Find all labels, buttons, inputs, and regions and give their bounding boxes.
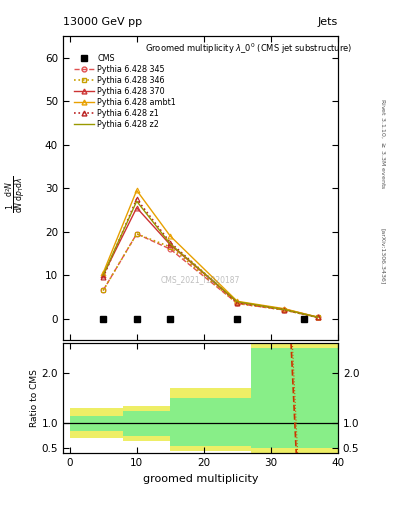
Text: Groomed multiplicity $\lambda\_0^0$ (CMS jet substructure): Groomed multiplicity $\lambda\_0^0$ (CMS… <box>145 42 353 56</box>
Text: Jets: Jets <box>318 17 338 27</box>
Legend: CMS, Pythia 6.428 345, Pythia 6.428 346, Pythia 6.428 370, Pythia 6.428 ambt1, P: CMS, Pythia 6.428 345, Pythia 6.428 346,… <box>72 52 178 131</box>
Text: Rivet 3.1.10, $\geq$ 3.3M events: Rivet 3.1.10, $\geq$ 3.3M events <box>379 98 387 189</box>
X-axis label: groomed multiplicity: groomed multiplicity <box>143 474 258 483</box>
Text: [arXiv:1306.3436]: [arXiv:1306.3436] <box>381 228 386 284</box>
Y-axis label: Ratio to CMS: Ratio to CMS <box>30 369 39 427</box>
Text: $\frac{1}{\mathrm{d}N}\frac{\mathrm{d}^2N}{\mathrm{d}p_{\mathrm{T}}\mathrm{d}\la: $\frac{1}{\mathrm{d}N}\frac{\mathrm{d}^2… <box>4 176 27 213</box>
Text: 13000 GeV pp: 13000 GeV pp <box>63 17 142 27</box>
Text: CMS_2021_I1920187: CMS_2021_I1920187 <box>161 275 240 284</box>
